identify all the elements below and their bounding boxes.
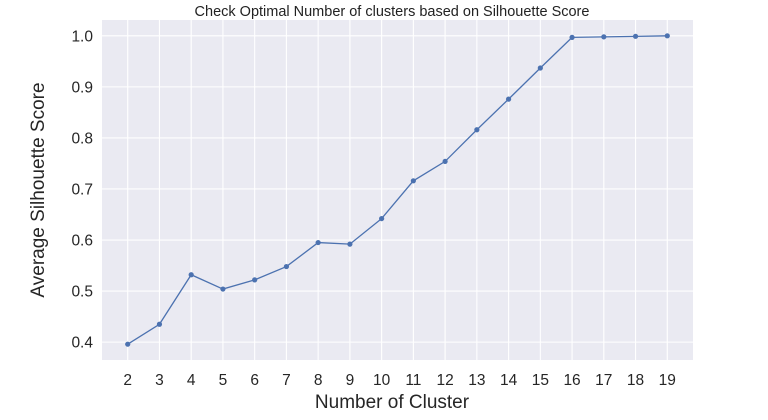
data-point (156, 321, 163, 327)
y-tick-label: 0.7 (71, 181, 93, 198)
x-tick-label: 16 (563, 372, 580, 389)
y-axis-ticks: 0.4 0.5 0.6 0.7 0.8 0.9 1.0 (71, 28, 93, 351)
data-point (410, 178, 416, 184)
data-point (601, 34, 607, 40)
data-point (569, 34, 575, 40)
data-point (188, 272, 194, 278)
x-tick-label: 4 (187, 372, 196, 389)
y-tick-label: 0.8 (71, 130, 93, 147)
data-point (125, 341, 131, 347)
data-point (664, 33, 670, 39)
plot-area (102, 20, 693, 360)
data-point (537, 65, 543, 71)
y-tick-label: 1.0 (71, 28, 93, 45)
data-point (505, 96, 512, 102)
x-tick-label: 6 (250, 372, 259, 389)
x-tick-label: 11 (405, 372, 421, 389)
x-tick-label: 18 (627, 372, 644, 389)
x-tick-label: 3 (155, 372, 164, 389)
y-axis-label: Average Silhouette Score (28, 82, 49, 297)
data-point (379, 215, 385, 222)
chart-title: Check Optimal Number of clusters based o… (195, 4, 590, 20)
x-tick-label: 8 (314, 372, 323, 389)
y-tick-label: 0.5 (71, 284, 93, 301)
x-axis-label: Number of Cluster (315, 392, 470, 413)
grid-lines (102, 20, 693, 360)
series-markers (125, 33, 670, 347)
data-point (315, 239, 321, 246)
series-line (127, 35, 668, 345)
data-point (283, 263, 290, 270)
x-tick-label: 9 (346, 372, 355, 389)
x-tick-label: 13 (468, 372, 485, 389)
y-tick-label: 0.4 (71, 335, 93, 352)
data-point (347, 241, 353, 247)
x-tick-label: 2 (123, 372, 132, 389)
data-point (220, 286, 226, 292)
data-point (632, 33, 639, 39)
x-tick-label: 10 (373, 372, 391, 389)
y-tick-label: 0.9 (71, 79, 93, 96)
x-tick-label: 14 (500, 372, 518, 389)
x-tick-label: 5 (219, 372, 228, 389)
x-axis-ticks: 2 3 4 5 6 7 8 9 10 11 12 13 14 15 16 17 18 19 (123, 372, 676, 389)
data-point (474, 127, 480, 133)
x-tick-label: 15 (532, 372, 549, 389)
y-tick-label: 0.6 (71, 233, 93, 250)
data-point (442, 158, 448, 165)
x-tick-label: 7 (282, 372, 291, 389)
data-point (252, 277, 258, 283)
x-tick-label: 19 (659, 372, 676, 389)
x-tick-label: 12 (436, 372, 453, 389)
x-tick-label: 17 (595, 372, 612, 389)
